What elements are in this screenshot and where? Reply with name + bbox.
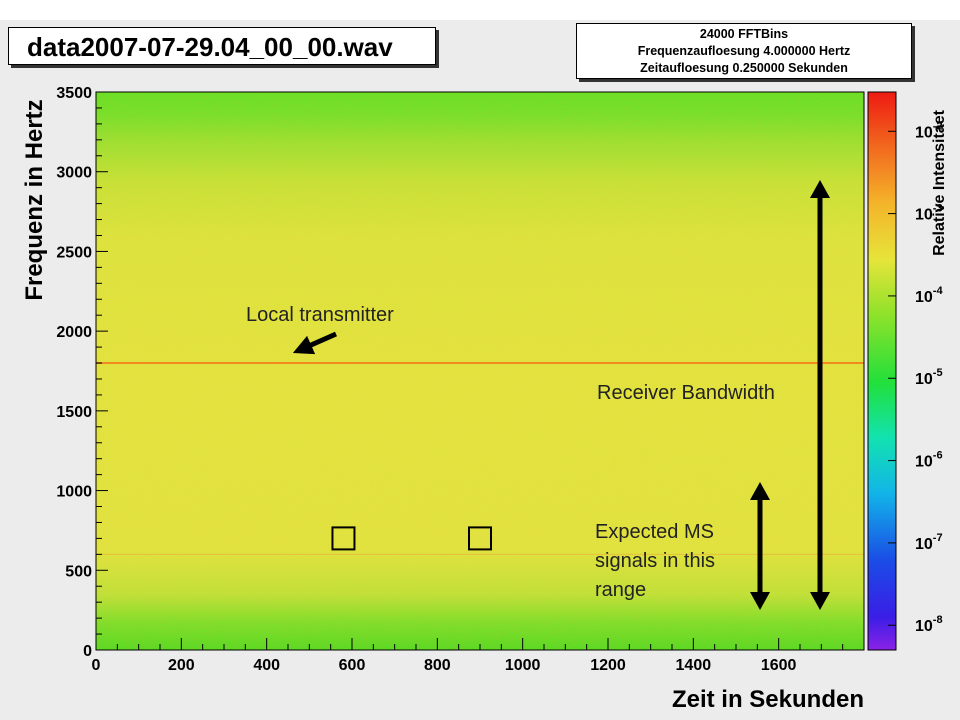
local-transmitter-label: Local transmitter	[246, 304, 394, 326]
x-tick-label: 0	[92, 657, 101, 674]
colorbar-tick-label: 10-3	[915, 203, 943, 224]
x-axis-ticks: 0 200 400 600 800 1000 1200 1400 1600	[92, 638, 865, 674]
expected-ms-label-line3: range	[595, 579, 646, 601]
colorbar-tick-label: 10-5	[915, 367, 943, 388]
y-tick-label: 0	[83, 643, 92, 660]
colorbar-ticks: 10-2 10-3 10-4 10-5 10-6 10-7 10-8	[888, 120, 943, 635]
colorbar-tick-label: 10-8	[915, 614, 943, 635]
y-tick-label: 1000	[56, 484, 92, 501]
local-transmitter-annotation: Local transmitter	[246, 304, 394, 355]
expected-ms-range-arrow	[750, 482, 770, 610]
colorbar-tick-label: 10-4	[915, 285, 943, 306]
y-tick-label: 1500	[56, 404, 92, 421]
chart-title-box: data2007-07-29.04_00_00.wav	[8, 27, 436, 65]
x-tick-label: 1400	[676, 657, 712, 674]
colorbar-tick-label: 10-6	[915, 450, 943, 471]
y-axis-title: Frequenz in Hertz	[21, 99, 48, 300]
info-line-freq-resolution: Frequenzaufloesung 4.000000 Hertz	[637, 44, 851, 58]
receiver-bandwidth-arrow	[810, 180, 830, 610]
x-tick-label: 800	[424, 657, 451, 674]
receiver-bandwidth-label: Receiver Bandwidth	[597, 382, 775, 404]
y-tick-label: 500	[65, 563, 92, 580]
expected-ms-label-line2: signals in this	[595, 550, 715, 572]
info-box: 24000 FFTBins Frequenzaufloesung 4.00000…	[576, 23, 912, 79]
colorbar-tick-label: 10-2	[915, 120, 943, 141]
x-tick-label: 1000	[505, 657, 541, 674]
x-tick-label: 1600	[761, 657, 797, 674]
colorbar-title: Relative Intensitaet	[931, 109, 948, 256]
info-line-bins: 24000 FFTBins	[699, 27, 789, 41]
local-transmitter-arrow	[292, 331, 338, 355]
spectrogram-noise-texture	[96, 92, 864, 650]
info-line-time-resolution: Zeitaufloesung 0.250000 Sekunden	[640, 61, 848, 75]
y-tick-label: 2000	[56, 324, 92, 341]
y-tick-label: 3000	[56, 165, 92, 182]
y-axis-ticks: 0 500 1000 1500 2000 2500 3000 3500	[56, 85, 108, 660]
marked-box	[331, 526, 356, 551]
x-tick-label: 400	[253, 657, 280, 674]
x-tick-label: 200	[168, 657, 195, 674]
marked-boxes	[331, 526, 492, 551]
chart-title: data2007-07-29.04_00_00.wav	[27, 32, 393, 62]
x-tick-label: 600	[339, 657, 366, 674]
colorbar-tick-label: 10-7	[915, 532, 943, 553]
marked-box	[468, 526, 492, 551]
colorbar	[867, 91, 897, 651]
y-tick-label: 3500	[56, 85, 92, 102]
expected-ms-label-line1: Expected MS	[595, 521, 714, 543]
y-tick-label: 2500	[56, 244, 92, 261]
x-tick-label: 1200	[590, 657, 626, 674]
x-axis-title: Zeit in Sekunden	[672, 686, 864, 713]
